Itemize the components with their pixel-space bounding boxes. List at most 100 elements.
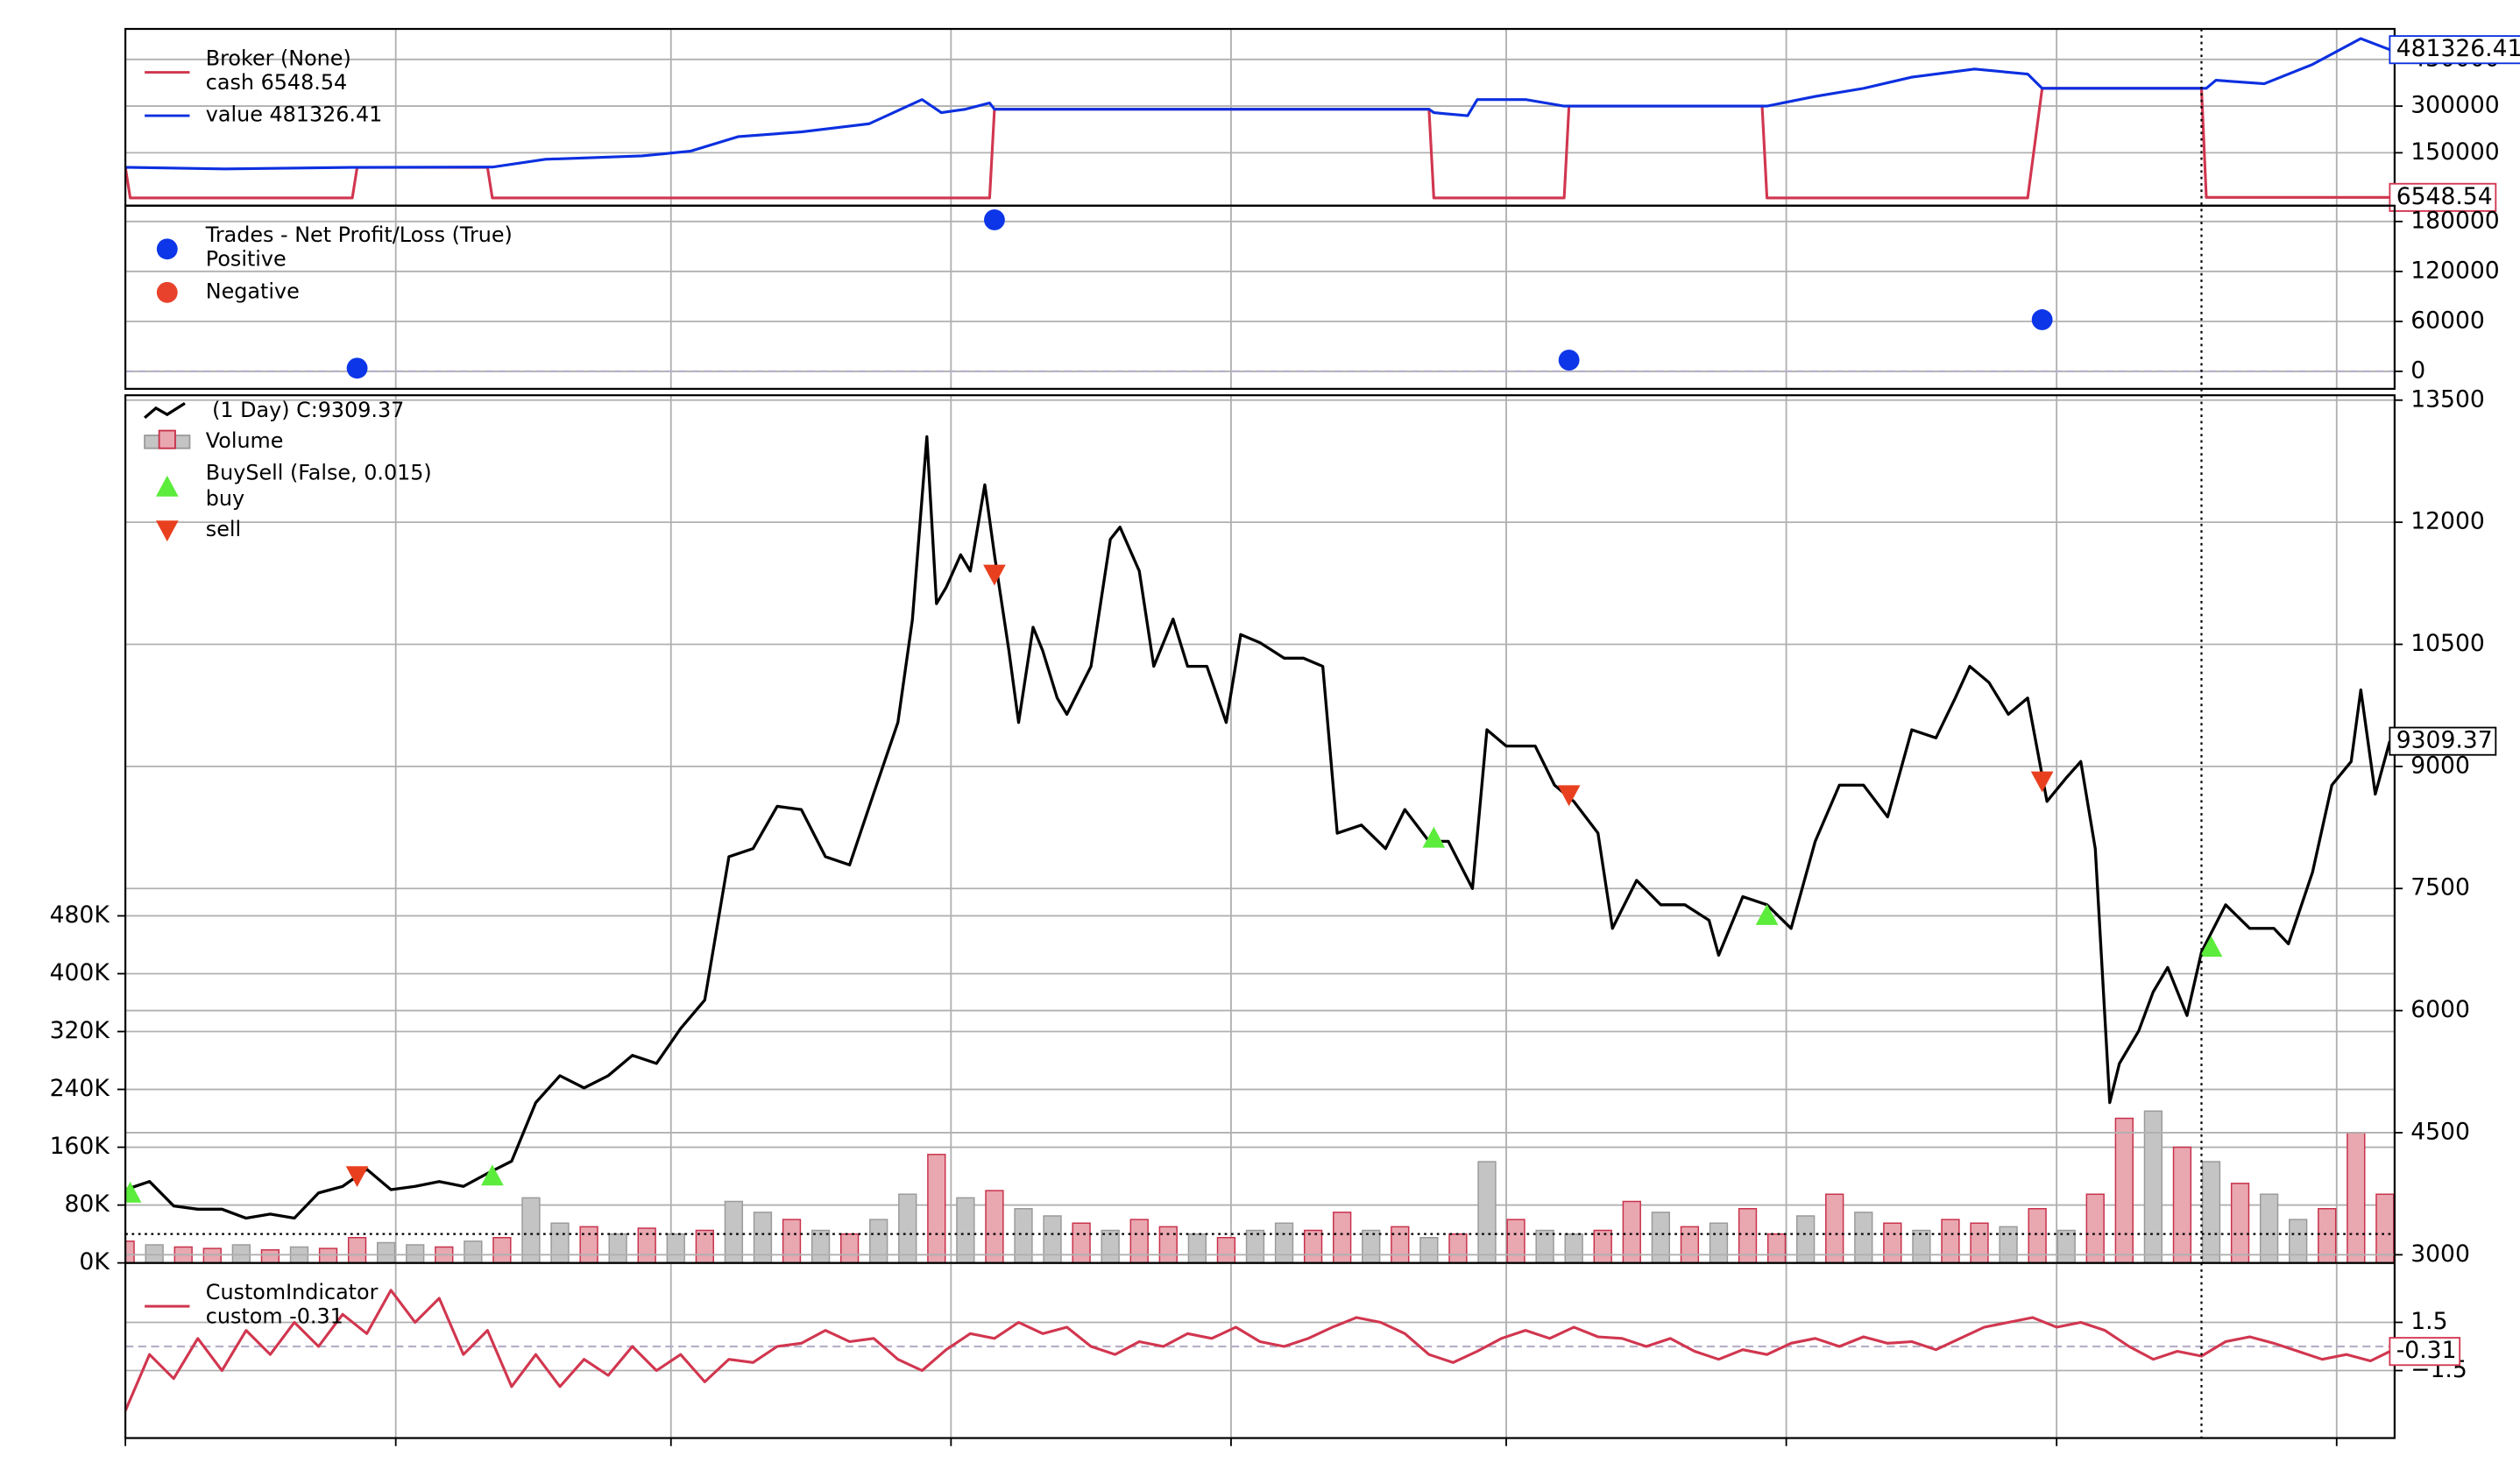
volume-bar	[2230, 1183, 2250, 1263]
legend-title: BuySell (False, 0.015)	[206, 461, 432, 485]
volume-bar	[869, 1219, 888, 1263]
volume-bar	[1622, 1200, 1641, 1263]
volume-bar	[1999, 1226, 2018, 1263]
volume-bar	[1970, 1222, 1989, 1263]
y-tick-label: 80K	[65, 1191, 110, 1218]
value-tag-box	[2389, 1337, 2461, 1367]
volume-bar	[2289, 1219, 2308, 1263]
volume-bar	[1072, 1222, 1091, 1263]
legend-label: Negative	[206, 279, 300, 303]
legend-title: CustomIndicator	[206, 1280, 379, 1304]
volume-bar	[550, 1222, 570, 1263]
volume-bar	[2259, 1193, 2279, 1263]
y-tick-label: 320K	[50, 1017, 110, 1044]
y-tick-label: 240K	[50, 1075, 110, 1102]
volume-bar	[1680, 1226, 1700, 1263]
legend-title: Trades - Net Profit/Loss (True)	[205, 223, 513, 247]
volume-bar	[579, 1226, 598, 1263]
volume-bar	[2318, 1207, 2337, 1263]
trade-point	[2031, 309, 2053, 330]
signal-marker	[2199, 936, 2223, 958]
volume-bar	[2085, 1193, 2105, 1263]
panel	[125, 205, 2395, 389]
volume-bar	[492, 1237, 512, 1263]
volume-bar	[521, 1197, 541, 1263]
volume-bar	[125, 1240, 135, 1263]
volume-bar	[666, 1233, 685, 1263]
legend-label: custom -0.31	[206, 1304, 343, 1328]
volume-bar	[753, 1212, 773, 1263]
value-tag: 6548.54	[2396, 183, 2493, 210]
volume-bar	[927, 1154, 946, 1263]
y-tick-label: 1.5	[2410, 1308, 2447, 1335]
legend-dot	[156, 281, 178, 303]
legend-line	[144, 401, 186, 420]
volume-bar	[1535, 1229, 1554, 1263]
volume-bar	[231, 1244, 251, 1263]
volume-bar	[260, 1249, 280, 1263]
value-tag: 9309.37	[2396, 727, 2493, 754]
volume-bar	[1391, 1226, 1410, 1263]
volume-bar	[1825, 1193, 1844, 1263]
volume-bar	[1564, 1233, 1583, 1263]
volume-bar	[2347, 1132, 2366, 1263]
y-tick-label: 3000	[2410, 1240, 2470, 1268]
legend-label: Positive	[206, 247, 287, 272]
y-tick-label: 12000	[2410, 508, 2485, 535]
volume-bar	[2056, 1229, 2076, 1263]
volume-bar	[2172, 1146, 2192, 1263]
volume-bar	[202, 1247, 222, 1263]
signal-marker	[1422, 826, 1446, 848]
value-tag-box	[2389, 182, 2497, 212]
line-series	[125, 435, 2391, 1220]
y-tick-label: 13500	[2410, 385, 2485, 413]
panel	[125, 395, 2395, 1263]
volume-bar	[1014, 1207, 1033, 1263]
volume-bar	[1362, 1229, 1381, 1263]
y-tick-label: 0	[2410, 357, 2425, 384]
volume-bar	[2028, 1207, 2047, 1263]
line-series	[125, 1289, 2391, 1411]
volume-bar	[1738, 1207, 1758, 1263]
value-tag: -0.31	[2396, 1337, 2457, 1364]
volume-bar	[1129, 1219, 1149, 1263]
value-tag-box	[2389, 35, 2520, 65]
volume-bar	[724, 1200, 744, 1263]
volume-bar	[782, 1219, 802, 1263]
volume-bar	[956, 1197, 975, 1263]
volume-bar	[898, 1193, 917, 1263]
volume-bar	[985, 1190, 1004, 1263]
signal-marker	[2030, 771, 2054, 793]
legend-marker	[155, 475, 179, 497]
volume-bar	[1274, 1222, 1294, 1263]
volume-bar	[1216, 1237, 1236, 1263]
legend-label: value 481326.41	[206, 102, 383, 127]
volume-bar	[2375, 1193, 2395, 1263]
panel-frame	[124, 204, 2396, 390]
volume-bar	[145, 1244, 164, 1263]
signal-marker	[481, 1164, 504, 1186]
volume-bar	[2114, 1117, 2134, 1263]
volume-bar	[464, 1240, 483, 1263]
y-tick-label: 4500	[2410, 1118, 2470, 1145]
trade-point	[984, 209, 1005, 230]
trade-point	[346, 357, 368, 379]
volume-bar	[839, 1233, 860, 1263]
volume-bar	[1419, 1237, 1439, 1263]
volume-bar	[1709, 1222, 1729, 1263]
legend-label: sell	[206, 517, 241, 541]
volume-bar	[811, 1229, 831, 1263]
y-tick-label: 180000	[2410, 207, 2499, 234]
volume-bar	[1766, 1233, 1787, 1263]
volume-bar	[1941, 1219, 1960, 1263]
legend-title: Broker (None)	[206, 46, 351, 70]
volume-bar	[1187, 1233, 1207, 1263]
line-series	[125, 37, 2390, 171]
volume-bar	[1333, 1212, 1352, 1263]
panel	[125, 1262, 2395, 1438]
signal-marker	[345, 1166, 369, 1188]
y-tick-label: 300000	[2410, 92, 2499, 119]
legend-dot	[156, 238, 178, 260]
signal-marker	[983, 564, 1006, 586]
volume-bar	[1593, 1229, 1612, 1263]
